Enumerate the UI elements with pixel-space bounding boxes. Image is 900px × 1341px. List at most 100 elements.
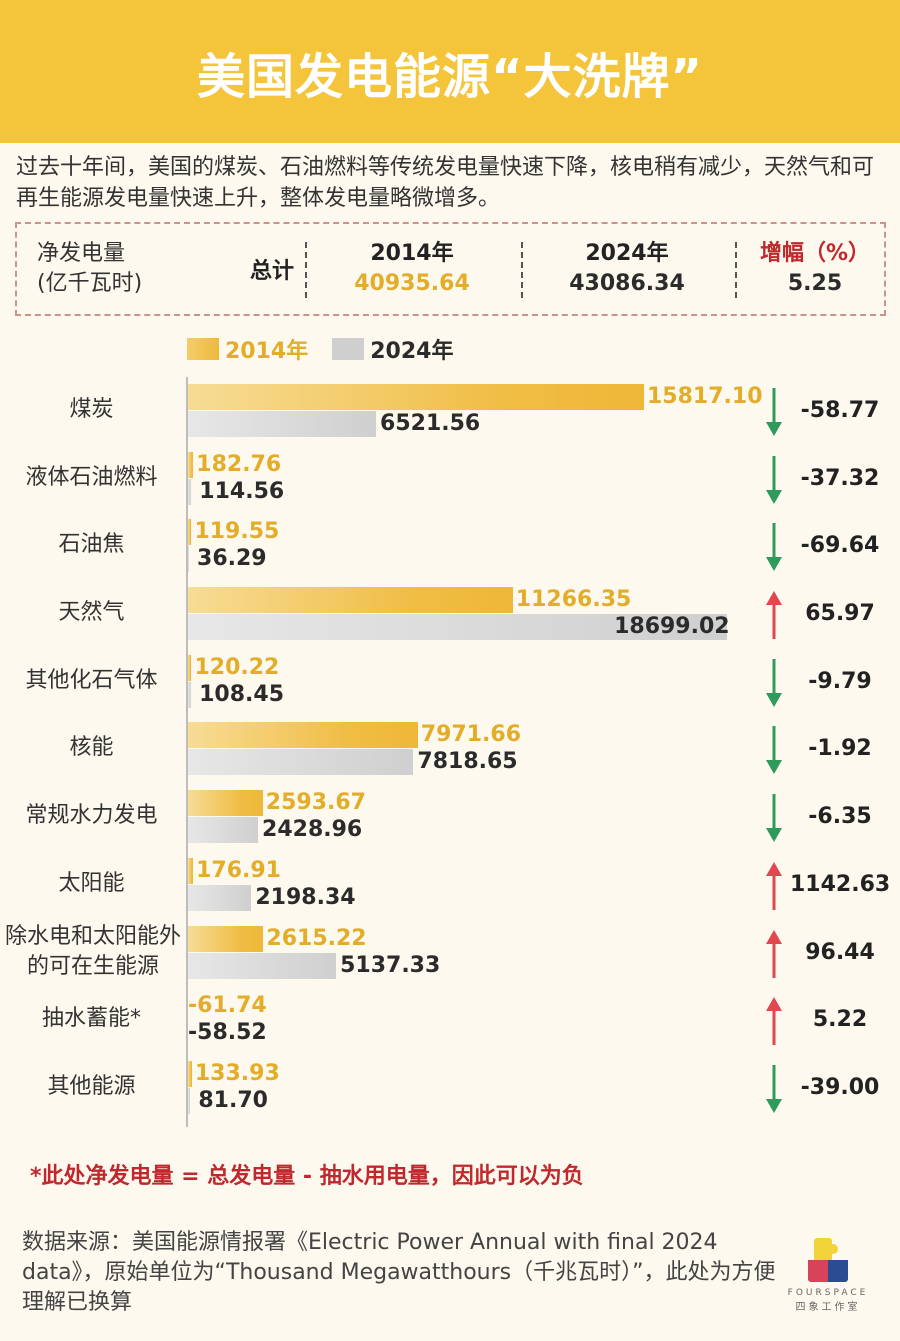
category-label: 其他能源 xyxy=(47,1073,136,1099)
category-label: 常规水力发电 xyxy=(25,803,158,829)
chart-row: 抽水蓄能* -61.74 -58.52 5.22 xyxy=(0,989,900,1057)
arrow-down-icon xyxy=(766,726,782,775)
bar-2024 xyxy=(188,614,728,641)
category-label: 除水电和太阳能外的可在生能源 xyxy=(4,923,181,979)
value-2024: 5137.33 xyxy=(340,952,441,978)
summary-change: 增幅（%） 5.25 xyxy=(745,224,885,314)
summary-label-unit: (亿千瓦时) xyxy=(37,271,143,296)
bar-2024 xyxy=(188,952,337,979)
value-2014: 182.76 xyxy=(196,451,282,477)
change-percent: 65.97 xyxy=(805,601,875,627)
bar-2014 xyxy=(188,925,264,952)
arrow-up-icon xyxy=(766,929,782,978)
chart-row: 液体石油燃料 182.76 114.56 -37.32 xyxy=(0,448,900,516)
bar-2014 xyxy=(188,1060,192,1087)
logo-cn: 四象工作室 xyxy=(795,1302,861,1313)
bar-2024 xyxy=(188,884,252,911)
change-percent: -6.35 xyxy=(808,804,872,830)
category-label: 石油焦 xyxy=(58,532,125,558)
arrow-up-icon xyxy=(766,997,782,1046)
chart-rows: 煤炭 15817.10 6521.56 -58.77 液体石油燃料 182.76… xyxy=(0,380,900,1125)
value-2024: -58.52 xyxy=(188,1020,267,1046)
bar-2014 xyxy=(188,722,418,749)
value-2014: 7971.66 xyxy=(420,722,522,748)
change-percent: -69.64 xyxy=(800,533,880,559)
chart-axis xyxy=(186,377,188,1127)
footnote: *此处净发电量 = 总发电量 - 抽水用电量，因此可以为负 xyxy=(30,1164,584,1189)
value-2014: 120.22 xyxy=(194,654,280,680)
summary-2014-value: 40935.64 xyxy=(354,271,470,296)
value-2014: 2615.22 xyxy=(266,925,367,951)
category-label: 天然气 xyxy=(58,600,125,626)
bar-2024 xyxy=(188,411,377,437)
arrow-down-icon xyxy=(766,658,782,707)
value-2024: 2428.96 xyxy=(262,817,363,843)
chart-row: 其他能源 133.93 81.70 -39.00 xyxy=(0,1057,900,1125)
bar-2024 xyxy=(188,1087,191,1114)
chart-row: 太阳能 176.91 2198.34 1142.63 xyxy=(0,854,900,922)
summary-label: 净发电量 (亿千瓦时) xyxy=(37,224,187,314)
category-label: 液体石油燃料 xyxy=(25,464,158,490)
chart-row: 天然气 11266.35 18699.02 65.97 xyxy=(0,583,900,651)
value-2024: 36.29 xyxy=(197,546,267,572)
legend-swatch-2014 xyxy=(187,338,219,360)
divider xyxy=(305,242,307,298)
value-2024: 6521.56 xyxy=(380,411,481,436)
chart-row: 其他化石气体 120.22 108.45 -9.79 xyxy=(0,651,900,719)
divider xyxy=(521,242,523,298)
arrow-up-icon xyxy=(766,591,782,640)
bar-2014 xyxy=(188,857,194,884)
bar-2024 xyxy=(188,546,190,573)
change-percent: 1142.63 xyxy=(790,871,891,897)
change-percent: -58.77 xyxy=(800,398,880,423)
chart-legend: 2014年 2024年 xyxy=(187,333,471,365)
arrow-down-icon xyxy=(766,1064,782,1113)
value-2014: -61.74 xyxy=(188,993,267,1019)
summary-box: 净发电量 (亿千瓦时) 总计 2014年 40935.64 2024年 4308… xyxy=(15,222,886,316)
value-2014: 2593.67 xyxy=(265,790,366,816)
chart-row: 常规水力发电 2593.67 2428.96 -6.35 xyxy=(0,786,900,854)
category-label: 太阳能 xyxy=(58,870,125,896)
category-label: 抽水蓄能* xyxy=(41,1006,141,1032)
summary-2014-label: 2014年 xyxy=(370,241,454,266)
bar-2014 xyxy=(188,790,263,817)
value-2024: 2198.34 xyxy=(255,884,356,910)
bar-2014 xyxy=(188,587,513,614)
arrow-up-icon xyxy=(766,861,782,910)
change-percent: -9.79 xyxy=(808,668,872,694)
value-2014: 133.93 xyxy=(194,1060,280,1086)
chart-row: 煤炭 15817.10 6521.56 -58.77 xyxy=(0,380,900,448)
value-2024: 7818.65 xyxy=(417,749,518,775)
legend-label-2014: 2014年 xyxy=(225,339,309,364)
bar-2014 xyxy=(188,519,192,546)
legend-label-2024: 2024年 xyxy=(370,339,454,364)
arrow-down-icon xyxy=(766,523,782,572)
value-2014: 15817.10 xyxy=(647,384,763,409)
category-label: 煤炭 xyxy=(69,397,114,422)
data-source: 数据来源：美国能源情报署《Electric Power Annual with … xyxy=(22,1230,776,1315)
chart-row: 除水电和太阳能外的可在生能源 2615.22 5137.33 96.44 xyxy=(0,922,900,990)
change-percent: -37.32 xyxy=(800,465,880,491)
category-label: 核能 xyxy=(69,735,114,761)
bar-2014 xyxy=(188,451,194,478)
value-2014: 11266.35 xyxy=(515,587,632,613)
bar-2024 xyxy=(188,749,414,776)
value-2014: 176.91 xyxy=(196,857,281,883)
summary-2014: 2014年 40935.64 xyxy=(317,224,507,314)
value-2024: 18699.02 xyxy=(614,614,730,640)
chart-row: 石油焦 119.55 36.29 -69.64 xyxy=(0,515,900,583)
logo-name: FOURSPACE xyxy=(787,1288,869,1298)
summary-2024-value: 43086.34 xyxy=(569,271,685,296)
summary-label-line1: 净发电量 xyxy=(37,241,126,266)
legend-swatch-2024 xyxy=(332,338,365,360)
summary-2024-label: 2024年 xyxy=(585,241,669,266)
summary-change-value: 5.25 xyxy=(787,271,843,296)
bar-2024 xyxy=(188,681,192,708)
value-2024: 108.45 xyxy=(199,681,285,707)
bar-2014 xyxy=(188,384,644,410)
change-percent: -1.92 xyxy=(808,736,872,762)
brand-logo: FOURSPACE 四象工作室 xyxy=(778,1238,878,1313)
summary-2024: 2024年 43086.34 xyxy=(532,224,722,314)
arrow-down-icon xyxy=(766,455,782,504)
category-label: 其他化石气体 xyxy=(25,667,158,693)
